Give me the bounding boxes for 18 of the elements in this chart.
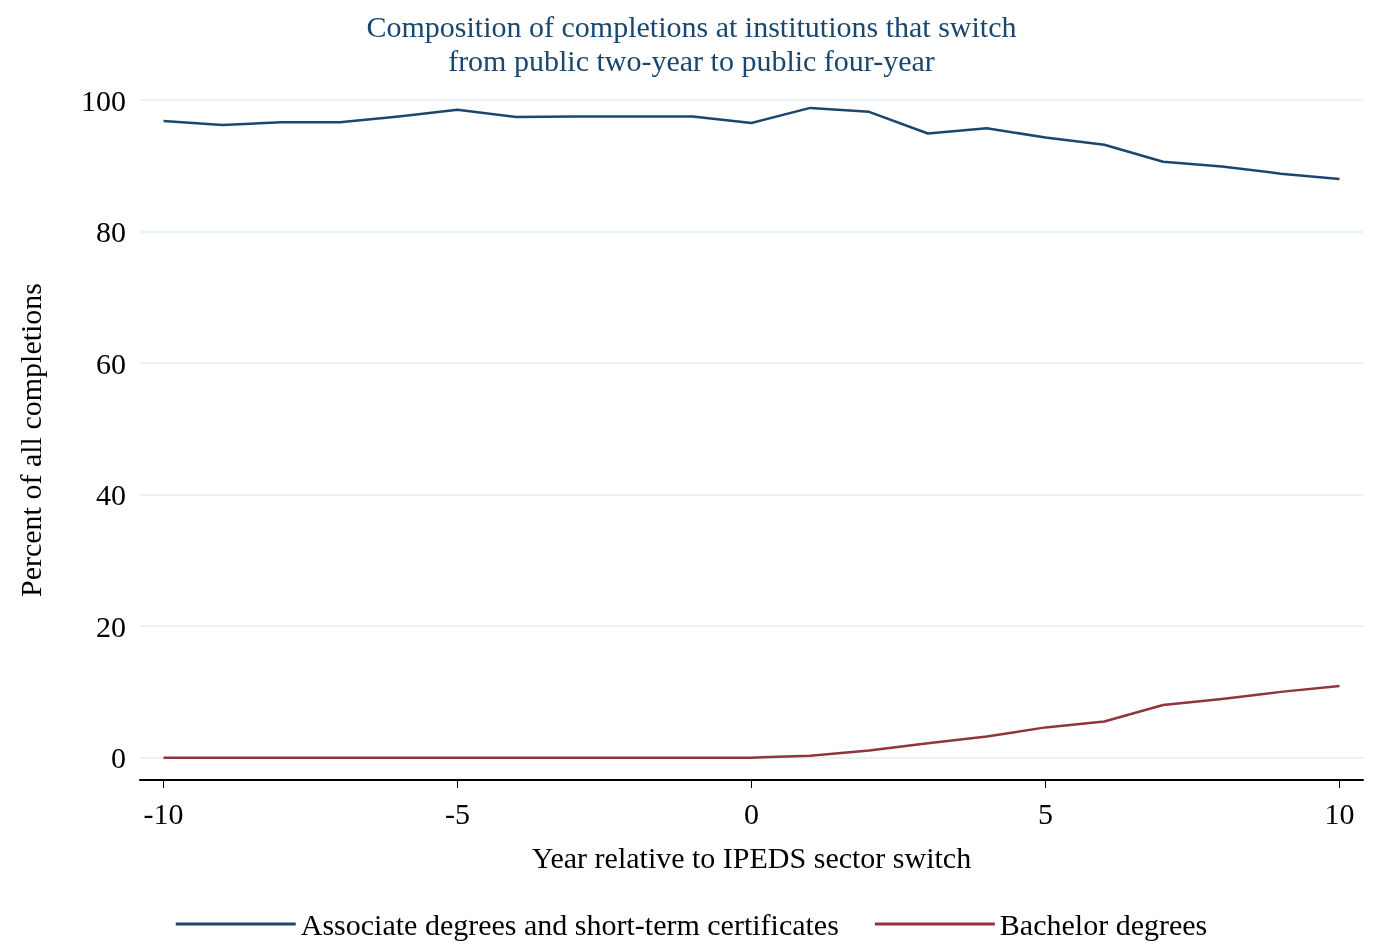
legend-label: Associate degrees and short-term certificates bbox=[300, 907, 839, 941]
x-axis-title: Year relative to IPEDS sector switch bbox=[531, 840, 972, 874]
y-tick-label: 100 bbox=[81, 83, 126, 117]
x-tick-label: -5 bbox=[445, 796, 471, 830]
y-tick-label: 60 bbox=[96, 346, 126, 380]
x-tick-label: 5 bbox=[1037, 796, 1053, 830]
line-series bbox=[162, 106, 1341, 181]
line-series bbox=[162, 684, 1341, 759]
chart-title: Composition of completions at institutions that switch from public two-year to public four-year bbox=[366, 9, 1017, 77]
y-axis-title: Percent of all completions bbox=[13, 282, 47, 598]
x-tick-label: 10 bbox=[1324, 796, 1355, 830]
y-tick-label: 0 bbox=[111, 741, 126, 775]
x-tick-label: -10 bbox=[143, 796, 184, 830]
x-tick-label: 0 bbox=[744, 796, 759, 830]
y-tick-label: 20 bbox=[96, 609, 126, 643]
y-tick-label: 80 bbox=[96, 215, 126, 249]
legend-label: Bachelor degrees bbox=[999, 907, 1208, 941]
y-tick-label: 40 bbox=[96, 478, 126, 512]
